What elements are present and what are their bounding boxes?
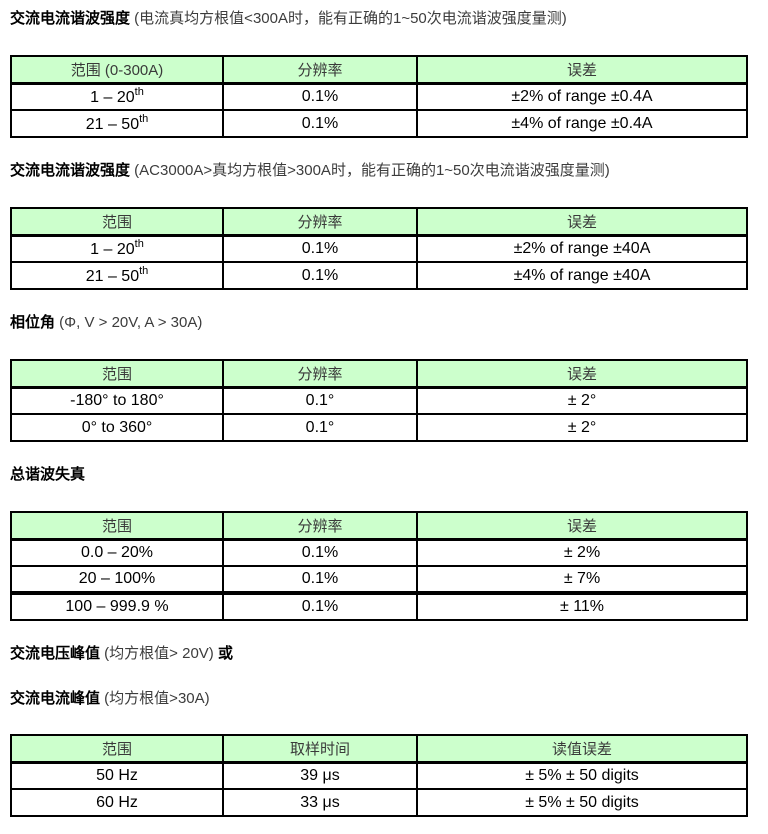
section-title-detail: (电流真均方根值<300A时，能有正确的1~50次电流谐波强度量测) [130, 10, 567, 27]
spec-table-thd: 范围 分辨率 误差 0.0 – 20% 0.1% ± 2% 20 – 100% … [10, 511, 748, 621]
header-range: 范围 [10, 207, 224, 237]
table-row: -180° to 180° 0.1° ± 2° [10, 386, 748, 415]
spec-table-peak: 范围 取样时间 读值误差 50 Hz 39 μs ± 5% ± 50 digit… [10, 734, 748, 817]
header-resolution: 分辨率 [222, 359, 418, 389]
table-row: 50 Hz 39 μs ± 5% ± 50 digits [10, 761, 748, 790]
cell-error: ±2% of range ±0.4A [416, 82, 748, 111]
header-range: 范围 [10, 511, 224, 541]
spec-table-harmonics-high: 范围 分辨率 误差 1 – 20th 0.1% ±2% of range ±40… [10, 207, 748, 290]
cell-range: 50 Hz [10, 761, 224, 790]
section-title-main: 相位角 [10, 314, 56, 331]
table-header-row: 范围 分辨率 误差 [10, 207, 748, 237]
section-ac-current-harmonics-low: 交流电流谐波强度 (电流真均方根值<300A时，能有正确的1~50次电流谐波强度… [10, 9, 748, 138]
cell-range: -180° to 180° [10, 386, 224, 415]
cell-resolution: 0.1° [222, 386, 418, 415]
cell-range: 20 – 100% [10, 565, 224, 594]
cell-resolution: 0.1% [222, 234, 418, 263]
header-resolution: 分辨率 [222, 511, 418, 541]
spec-table-phase-angle: 范围 分辨率 误差 -180° to 180° 0.1° ± 2° 0° to … [10, 359, 748, 442]
section-total-harmonic-distortion: 总谐波失真 范围 分辨率 误差 0.0 – 20% 0.1% ± 2% 20 –… [10, 465, 748, 621]
cell-error: ±2% of range ±40A [416, 234, 748, 263]
cell-resolution: 0.1% [222, 538, 418, 567]
section-phase-angle: 相位角 (Φ, V > 20V, A > 30A) 范围 分辨率 误差 -180… [10, 313, 748, 442]
header-error: 误差 [416, 359, 748, 389]
section-title: 交流电流谐波强度 (AC3000A>真均方根值>300A时，能有正确的1~50次… [10, 161, 746, 181]
section-title-detail: (均方根值>30A) [100, 690, 210, 707]
cell-resolution: 0.1° [222, 413, 418, 442]
section-title-current-peak: 交流电流峰值 (均方根值>30A) [10, 689, 746, 709]
section-ac-current-harmonics-high: 交流电流谐波强度 (AC3000A>真均方根值>300A时，能有正确的1~50次… [10, 161, 748, 290]
section-title-main: 交流电流峰值 [10, 690, 101, 707]
cell-range: 1 – 20th [10, 82, 224, 111]
ordinal-superscript: th [134, 86, 144, 99]
cell-error: ± 2° [416, 413, 748, 442]
cell-range: 60 Hz [10, 788, 224, 817]
cell-resolution: 0.1% [222, 591, 418, 621]
table-row: 1 – 20th 0.1% ±2% of range ±0.4A [10, 82, 748, 111]
section-title-suffix: 或 [217, 645, 233, 662]
cell-reading-error: ± 5% ± 50 digits [416, 788, 748, 817]
section-title-main: 交流电流谐波强度 [10, 162, 131, 179]
section-title: 相位角 (Φ, V > 20V, A > 30A) [10, 313, 746, 333]
ordinal-superscript: th [139, 265, 149, 277]
header-range: 范围 [10, 734, 224, 764]
section-title: 交流电流谐波强度 (电流真均方根值<300A时，能有正确的1~50次电流谐波强度… [10, 9, 746, 29]
section-ac-peak: 交流电压峰值 (均方根值> 20V) 或 交流电流峰值 (均方根值>30A) 范… [10, 644, 748, 817]
cell-sample-time: 33 μs [222, 788, 418, 817]
section-title-main: 交流电流谐波强度 [10, 10, 131, 27]
table-row: 21 – 50th 0.1% ±4% of range ±40A [10, 261, 748, 290]
table-row: 20 – 100% 0.1% ± 7% [10, 565, 748, 594]
cell-range: 21 – 50th [10, 109, 224, 138]
header-error: 误差 [416, 511, 748, 541]
cell-reading-error: ± 5% ± 50 digits [416, 761, 748, 790]
header-sample-time: 取样时间 [222, 734, 418, 764]
section-title-main: 交流电压峰值 [10, 645, 101, 662]
ordinal-superscript: th [139, 113, 149, 125]
table-header-row: 范围 分辨率 误差 [10, 511, 748, 541]
section-title: 总谐波失真 [10, 465, 746, 485]
cell-range: 0.0 – 20% [10, 538, 224, 567]
header-error: 误差 [416, 207, 748, 237]
header-resolution: 分辨率 [222, 55, 418, 85]
cell-error: ± 2% [416, 538, 748, 567]
table-header-row: 范围 分辨率 误差 [10, 359, 748, 389]
section-title-detail: (Φ, V > 20V, A > 30A) [55, 314, 203, 331]
header-error: 误差 [416, 55, 748, 85]
cell-resolution: 0.1% [222, 261, 418, 290]
table-header-row: 范围 取样时间 读值误差 [10, 734, 748, 764]
cell-sample-time: 39 μs [222, 761, 418, 790]
table-row: 100 – 999.9 % 0.1% ± 11% [10, 591, 748, 621]
cell-resolution: 0.1% [222, 109, 418, 138]
table-row: 0.0 – 20% 0.1% ± 2% [10, 538, 748, 567]
cell-range: 100 – 999.9 % [10, 591, 224, 621]
cell-error: ±4% of range ±0.4A [416, 109, 748, 138]
spec-table-harmonics-low: 范围 (0-300A) 分辨率 误差 1 – 20th 0.1% ±2% of … [10, 55, 748, 138]
section-title-detail: (AC3000A>真均方根值>300A时，能有正确的1~50次电流谐波强度量测) [130, 162, 610, 179]
cell-error: ± 11% [416, 591, 748, 621]
cell-range: 0° to 360° [10, 413, 224, 442]
cell-error: ± 2° [416, 386, 748, 415]
header-resolution: 分辨率 [222, 207, 418, 237]
cell-error: ± 7% [416, 565, 748, 594]
header-reading-error: 读值误差 [416, 734, 748, 764]
header-range: 范围 (0-300A) [10, 55, 224, 85]
cell-range: 21 – 50th [10, 261, 224, 290]
section-title-main: 总谐波失真 [10, 466, 86, 483]
section-title-detail: (均方根值> 20V) [100, 645, 218, 662]
cell-range: 1 – 20th [10, 234, 224, 263]
ordinal-superscript: th [134, 238, 144, 251]
table-row: 60 Hz 33 μs ± 5% ± 50 digits [10, 788, 748, 817]
header-range: 范围 [10, 359, 224, 389]
table-row: 21 – 50th 0.1% ±4% of range ±0.4A [10, 109, 748, 138]
table-row: 1 – 20th 0.1% ±2% of range ±40A [10, 234, 748, 263]
cell-error: ±4% of range ±40A [416, 261, 748, 290]
section-title-voltage-peak: 交流电压峰值 (均方根值> 20V) 或 [10, 644, 746, 664]
cell-resolution: 0.1% [222, 565, 418, 594]
table-header-row: 范围 (0-300A) 分辨率 误差 [10, 55, 748, 85]
table-row: 0° to 360° 0.1° ± 2° [10, 413, 748, 442]
cell-resolution: 0.1% [222, 82, 418, 111]
